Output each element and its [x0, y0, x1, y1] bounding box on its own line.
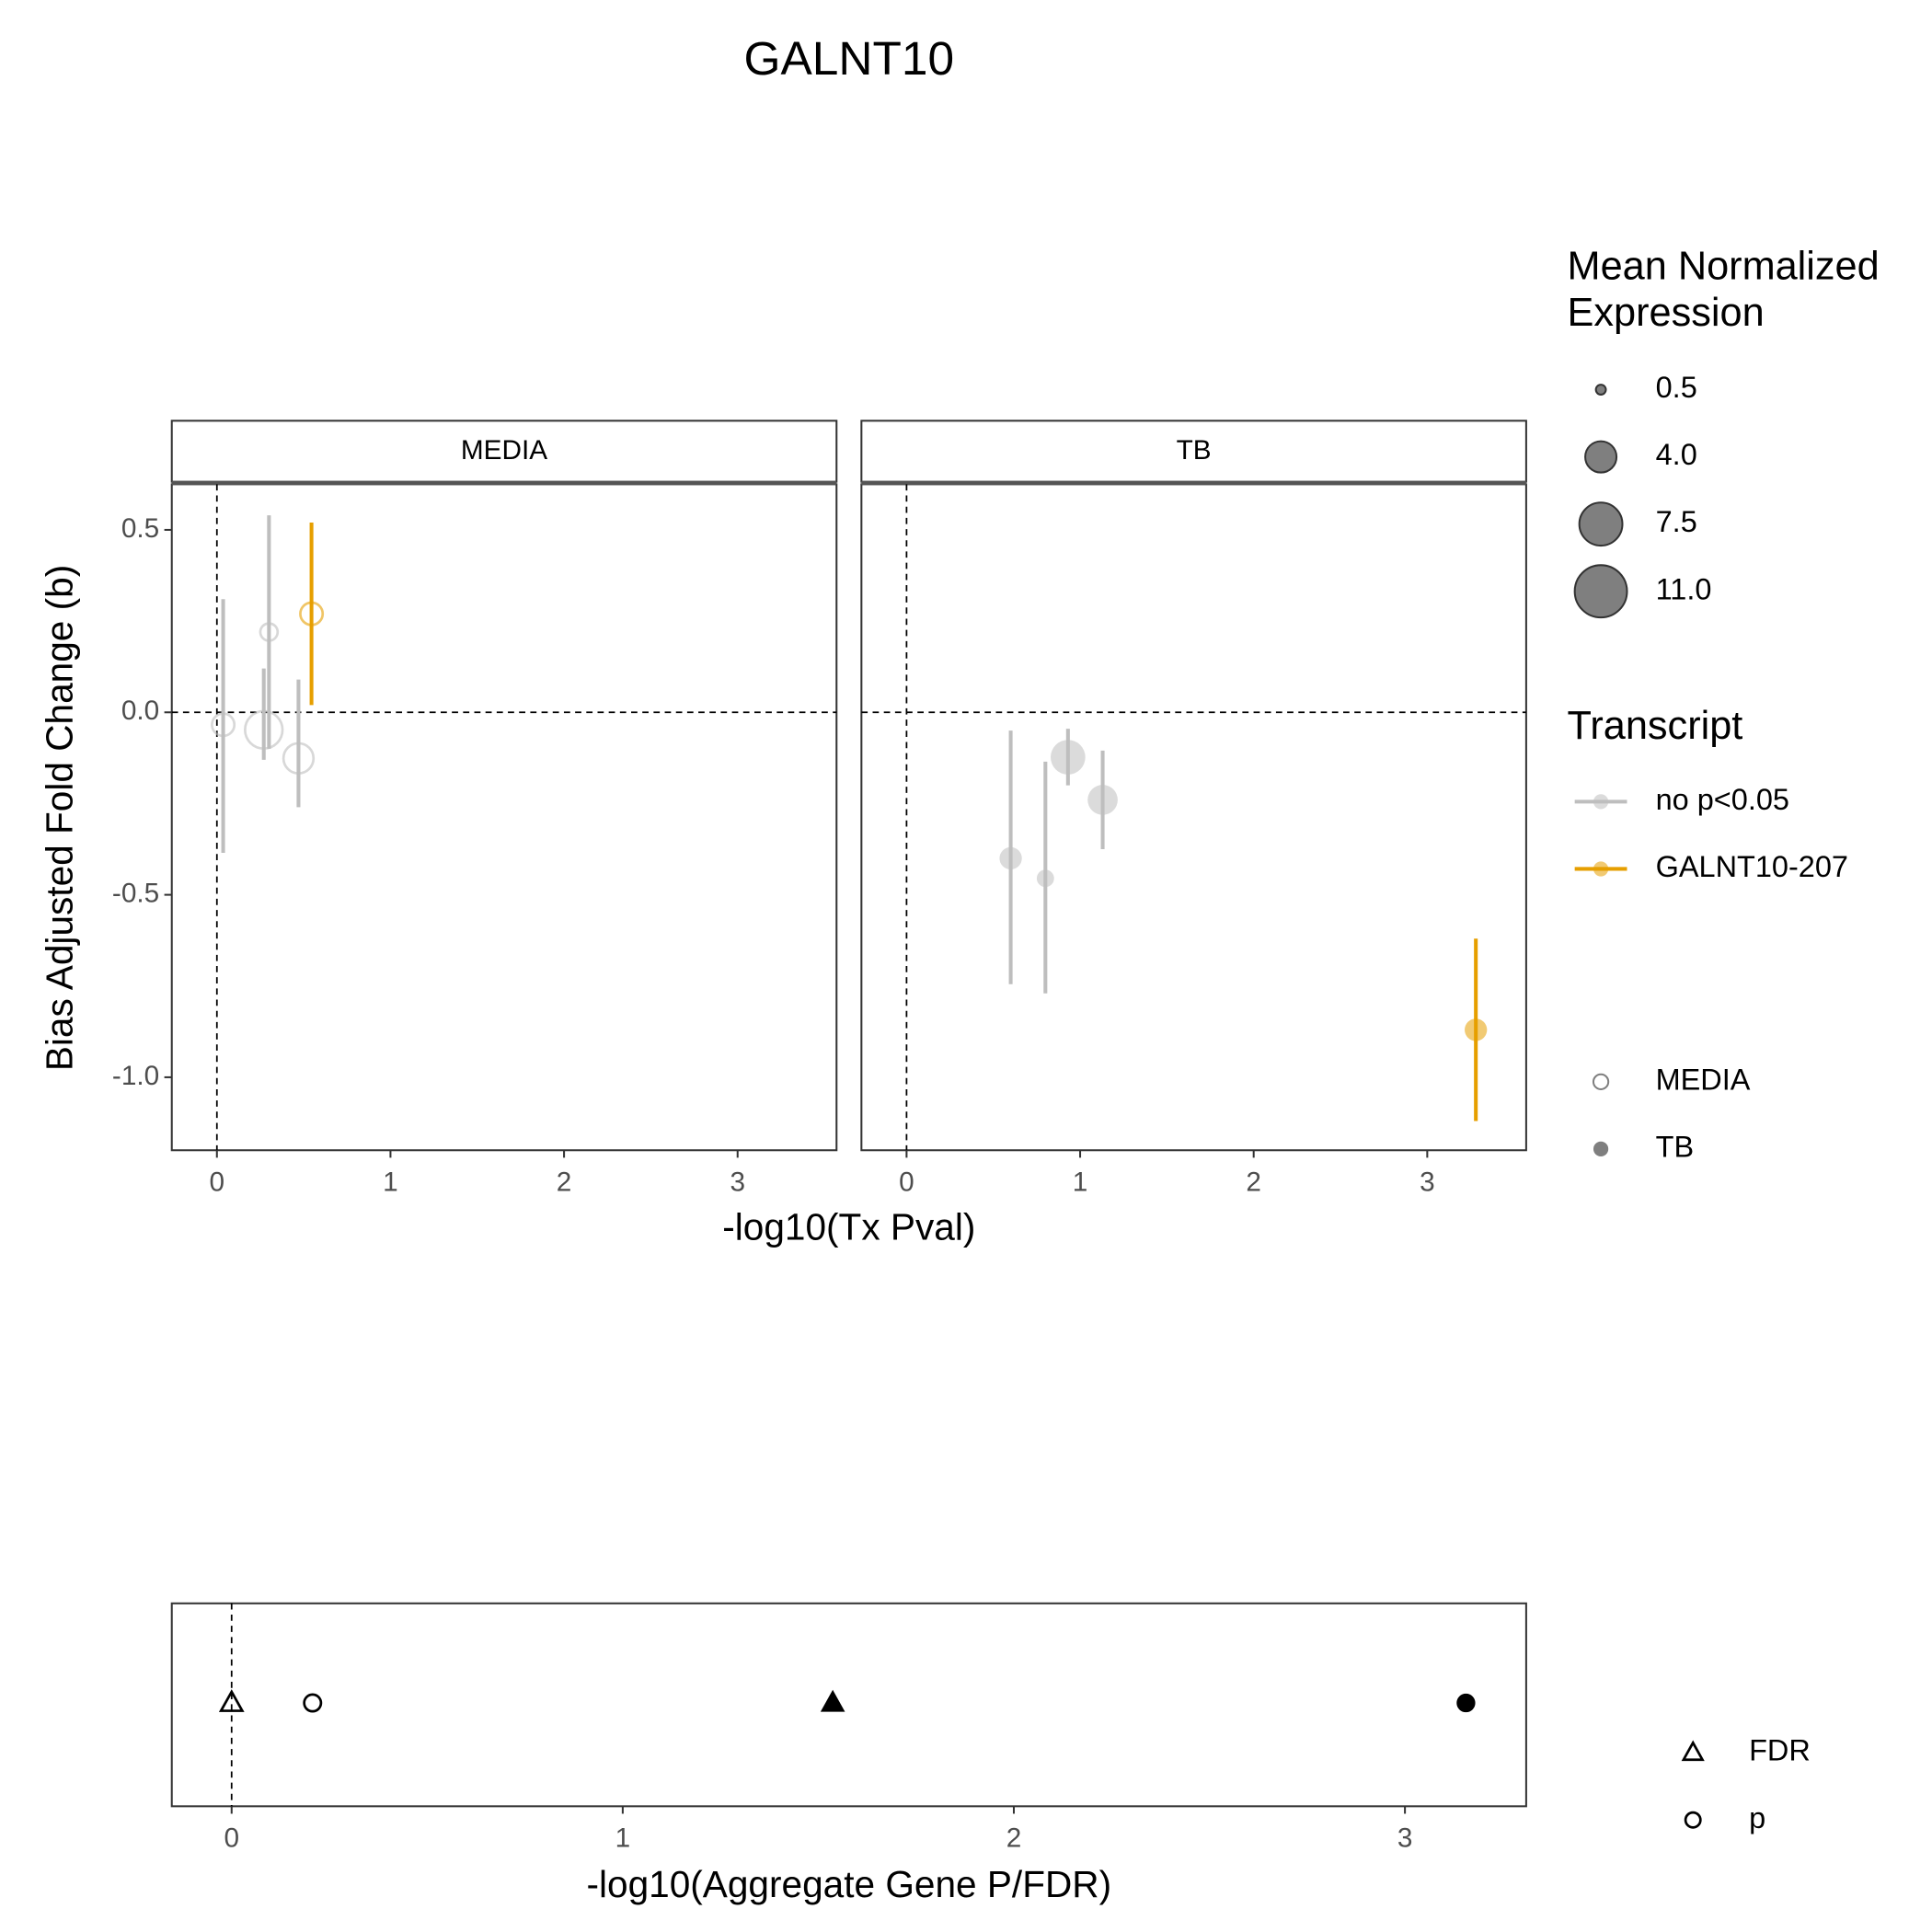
legend-label: no p<0.05 — [1656, 783, 1789, 816]
x-axis-title: -log10(Aggregate Gene P/FDR) — [586, 1863, 1111, 1905]
legend-title: Mean Normalized — [1568, 245, 1880, 289]
legend-label: 0.5 — [1656, 371, 1697, 404]
legend-title: Expression — [1568, 291, 1765, 335]
point — [218, 1689, 245, 1712]
point — [243, 709, 284, 751]
point — [299, 601, 325, 627]
legend-size-key — [1573, 564, 1628, 619]
x-tick-label: 0 — [210, 1167, 225, 1198]
legend-label: GALNT10-207 — [1656, 850, 1848, 883]
y-tick-label: 0.0 — [121, 696, 159, 726]
legend-key — [1681, 1740, 1705, 1762]
point — [1456, 1693, 1476, 1713]
point — [282, 742, 316, 775]
legend-key — [1593, 1141, 1609, 1157]
x-tick-label: 2 — [1006, 1823, 1022, 1854]
point — [303, 1693, 323, 1713]
strip — [860, 420, 1527, 483]
x-tick-label: 1 — [383, 1167, 398, 1198]
legend-size-key — [1578, 501, 1624, 547]
point — [1050, 740, 1086, 775]
x-axis-title: -log10(Tx Pval) — [722, 1206, 975, 1248]
point — [259, 622, 280, 642]
x-tick-label: 2 — [557, 1167, 572, 1198]
strip-label: TB — [1177, 435, 1212, 466]
legend-label: MEDIA — [1656, 1063, 1751, 1096]
y-tick-label: 0.5 — [121, 513, 159, 544]
x-tick-label: 0 — [224, 1823, 239, 1854]
chart-title: GALNT10 — [744, 31, 955, 85]
point — [1036, 869, 1054, 888]
legend-label: p — [1749, 1801, 1765, 1834]
legend-label: 4.0 — [1656, 438, 1697, 471]
legend-label: TB — [1656, 1130, 1695, 1163]
legend-key — [1593, 794, 1609, 810]
y-tick-label: -1.0 — [112, 1061, 159, 1091]
legend-title: Transcript — [1568, 704, 1743, 748]
legend-key — [1684, 1811, 1702, 1829]
panel — [170, 1602, 1527, 1808]
x-tick-label: 0 — [899, 1167, 914, 1198]
y-tick-label: -0.5 — [112, 878, 159, 908]
strip — [170, 420, 838, 483]
legend-label: FDR — [1749, 1734, 1811, 1767]
strip-label: MEDIA — [461, 435, 547, 466]
x-tick-label: 3 — [1420, 1167, 1435, 1198]
point — [211, 712, 236, 738]
x-tick-label: 1 — [1073, 1167, 1088, 1198]
legend-key — [1592, 1073, 1610, 1090]
legend-label: 7.5 — [1656, 505, 1697, 538]
point — [820, 1689, 845, 1712]
x-tick-label: 2 — [1246, 1167, 1261, 1198]
y-axis-title: Bias Adjusted Fold Change (b) — [38, 565, 80, 1071]
point — [1465, 1018, 1488, 1041]
point — [1087, 785, 1118, 815]
x-tick-label: 1 — [615, 1823, 631, 1854]
x-tick-label: 3 — [1397, 1823, 1413, 1854]
legend-size-key — [1584, 440, 1618, 474]
point — [999, 846, 1022, 870]
legend-size-key — [1594, 384, 1607, 396]
legend-label: 11.0 — [1656, 572, 1712, 605]
legend-key — [1593, 861, 1609, 877]
x-tick-label: 3 — [730, 1167, 745, 1198]
